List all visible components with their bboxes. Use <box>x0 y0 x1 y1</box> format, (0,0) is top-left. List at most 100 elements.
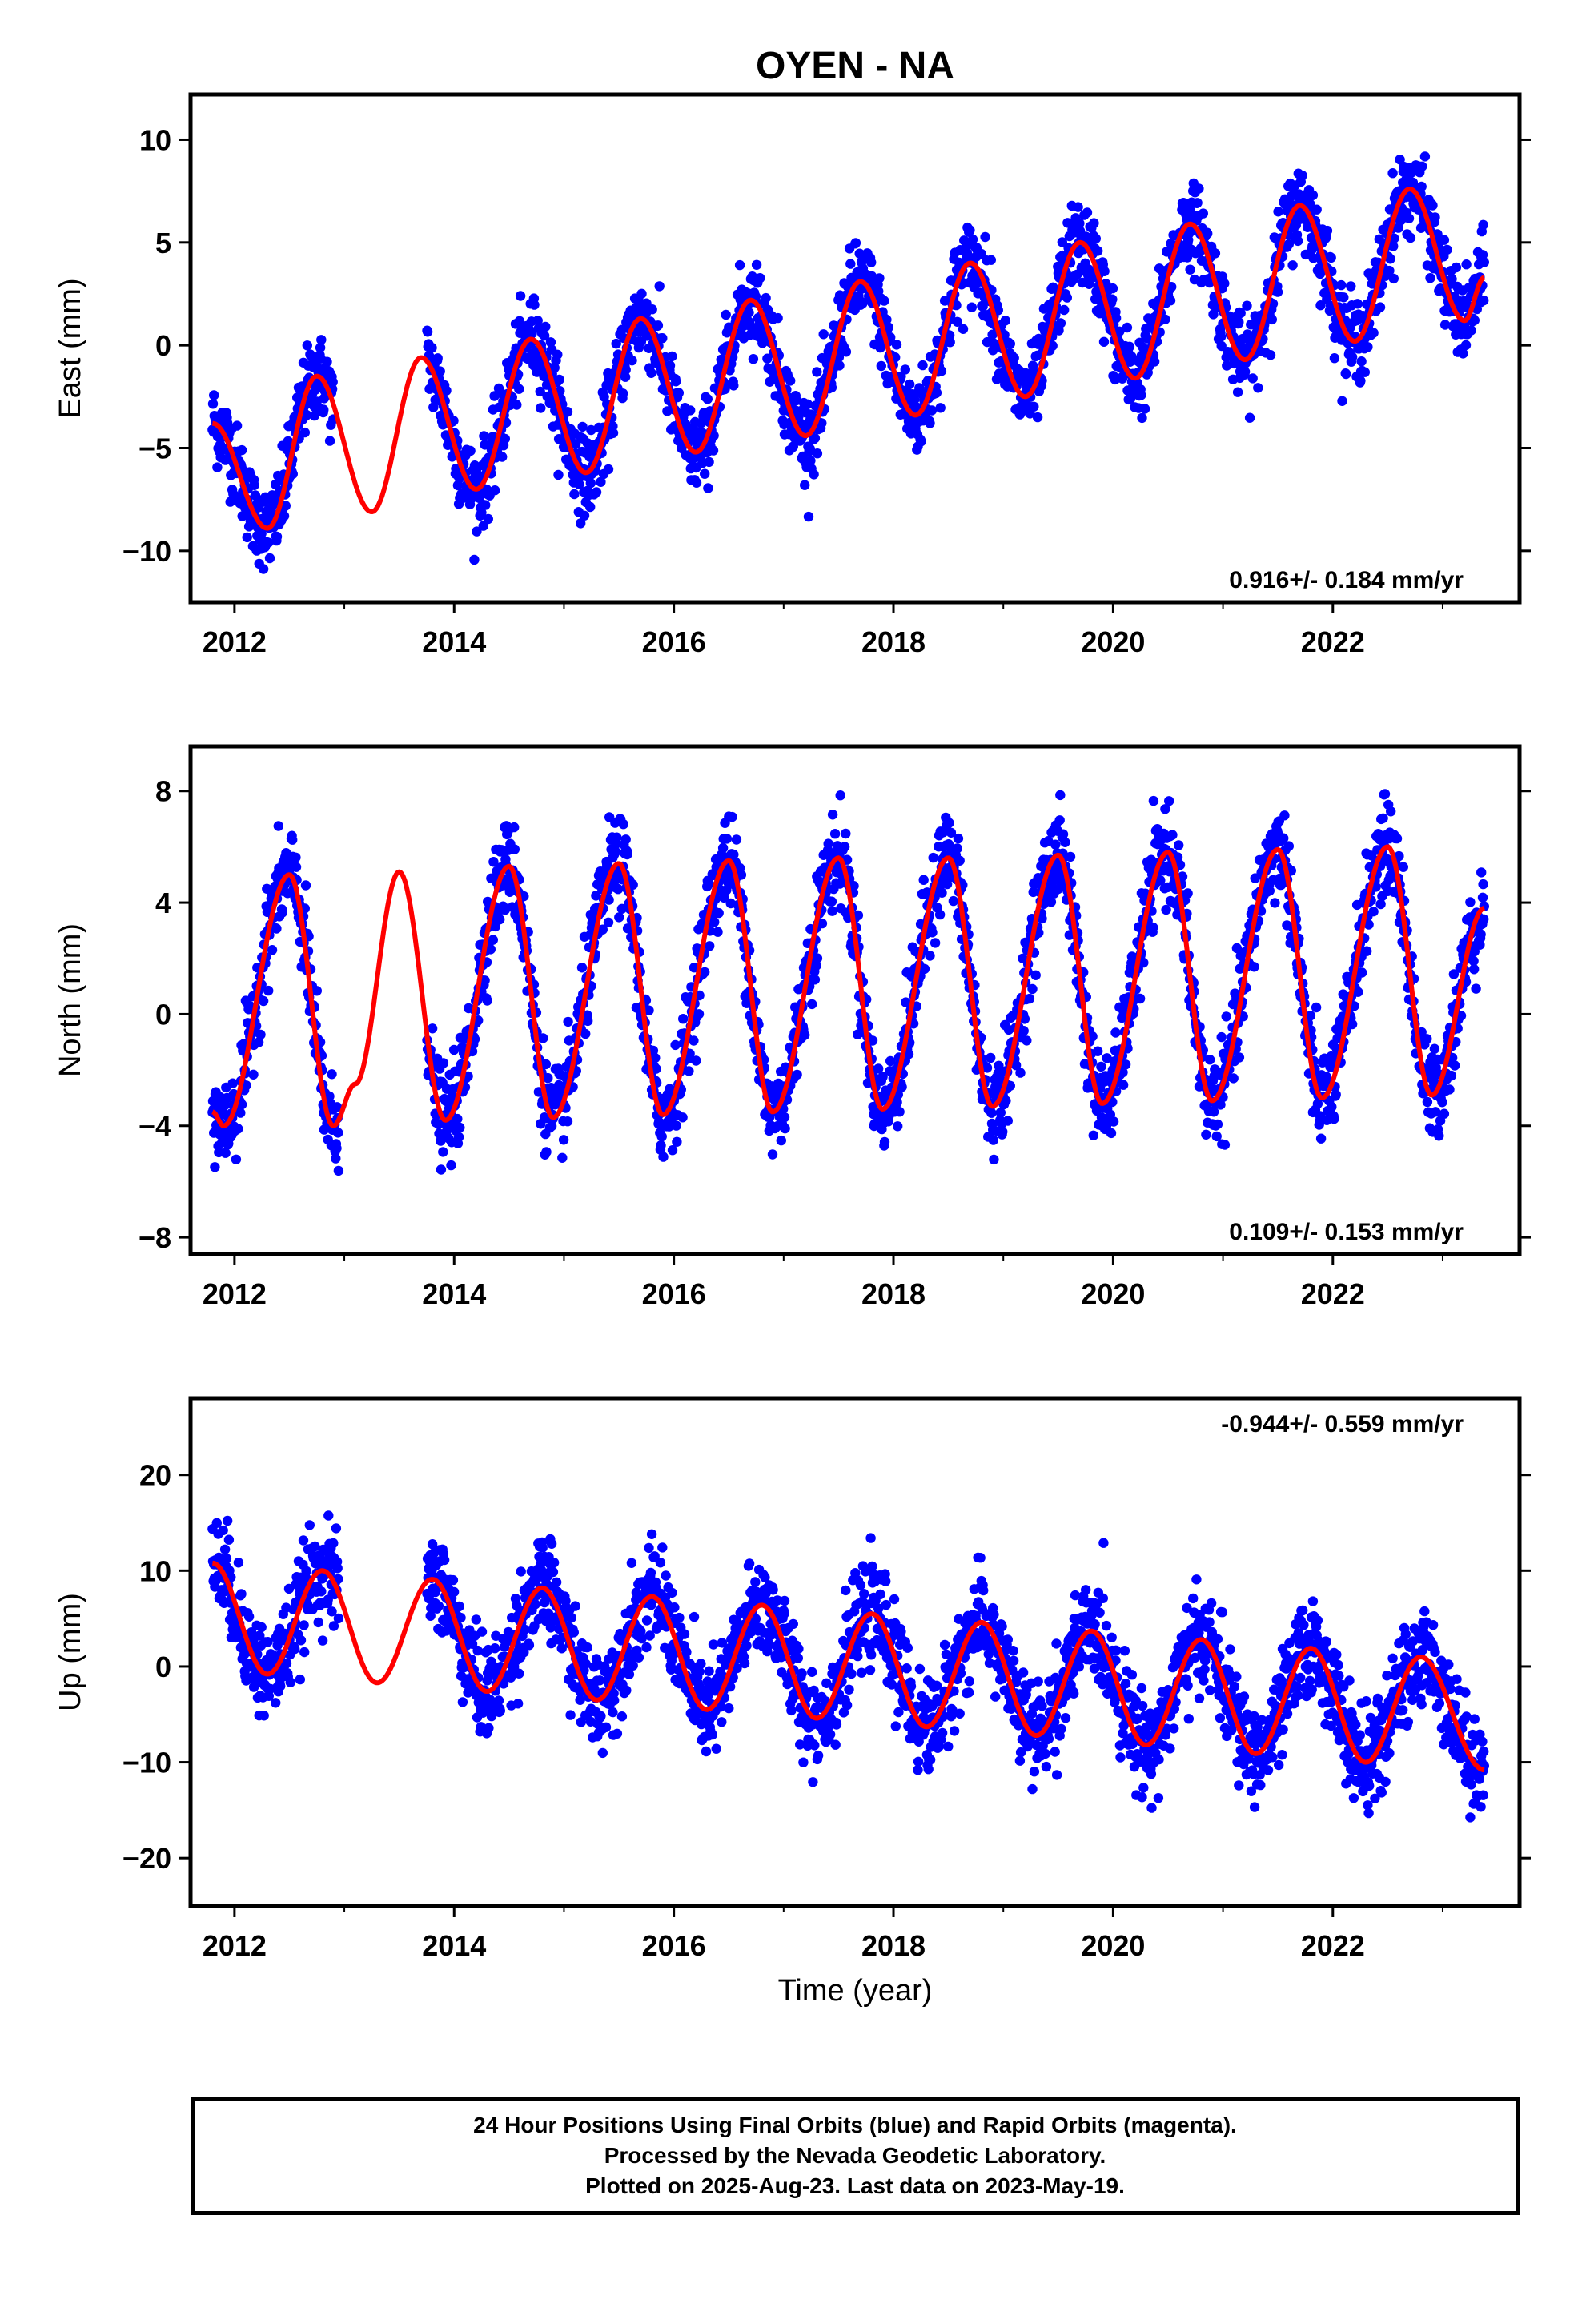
north-point <box>835 790 845 801</box>
north-point <box>658 1152 669 1162</box>
north-point <box>1234 1052 1245 1063</box>
north-point <box>541 1147 552 1157</box>
north-point <box>1055 790 1066 801</box>
north-point <box>988 1135 999 1145</box>
east-point <box>545 337 556 348</box>
north-point <box>1148 795 1159 806</box>
east-point <box>209 390 219 400</box>
east-point <box>936 366 947 376</box>
north-point <box>612 832 622 842</box>
north-point <box>700 967 710 978</box>
east-point <box>515 291 526 301</box>
east-point <box>263 537 274 548</box>
north-point <box>485 944 496 955</box>
north-point <box>1398 862 1409 872</box>
north-point <box>603 917 614 928</box>
east-point <box>1297 170 1307 181</box>
east-point <box>1355 376 1366 386</box>
north-point <box>1468 955 1479 967</box>
north-point <box>1456 1011 1467 1021</box>
east-point <box>1089 218 1099 228</box>
east-point <box>1215 332 1227 342</box>
east-point <box>1419 151 1431 162</box>
east-point <box>279 511 290 521</box>
east-point <box>1074 218 1085 229</box>
north-point <box>1422 1096 1433 1108</box>
north-point <box>776 1135 786 1146</box>
north-point <box>1167 830 1178 840</box>
north-point <box>892 1097 902 1108</box>
east-point <box>1384 265 1395 276</box>
north-point <box>800 1030 810 1040</box>
east-point <box>883 322 894 332</box>
north-point <box>946 827 957 838</box>
east-point <box>1329 353 1340 364</box>
east-point <box>805 456 816 466</box>
east-x-tick-label: 2018 <box>861 625 926 658</box>
east-point <box>571 439 581 449</box>
east-point <box>914 383 925 393</box>
east-point <box>611 338 621 349</box>
east-point <box>1287 260 1298 271</box>
east-point <box>958 324 969 334</box>
east-point <box>1393 223 1404 233</box>
east-point <box>647 304 657 315</box>
east-point <box>1427 200 1438 211</box>
north-point <box>849 881 859 891</box>
north-point <box>812 953 823 963</box>
north-point <box>1205 1055 1215 1065</box>
north-point <box>482 995 492 1006</box>
north-point <box>1201 1129 1211 1140</box>
east-point <box>1210 248 1221 259</box>
north-point <box>236 1099 247 1110</box>
east-point <box>978 301 988 312</box>
east-point <box>755 273 765 283</box>
north-point <box>693 1009 705 1019</box>
east-point <box>802 399 813 409</box>
north-point <box>1279 810 1290 821</box>
north-point <box>233 1124 243 1134</box>
north-point <box>986 1052 996 1063</box>
east-model-curve <box>212 187 1486 531</box>
north-point <box>1315 1133 1327 1144</box>
east-point <box>1469 315 1480 326</box>
east-point <box>249 480 259 490</box>
east-point <box>472 526 482 537</box>
north-point <box>792 1069 802 1080</box>
east-point <box>800 480 810 490</box>
north-point <box>557 1152 568 1164</box>
north-point <box>210 1162 220 1172</box>
east-point <box>1216 340 1227 352</box>
east-point <box>1432 229 1443 239</box>
east-point <box>327 376 338 388</box>
east-point <box>1363 342 1373 352</box>
east-point <box>841 347 852 357</box>
north-point <box>823 838 833 849</box>
north-point <box>1430 1107 1441 1117</box>
north-point <box>558 1135 569 1145</box>
east-point <box>1235 308 1246 319</box>
north-point <box>989 1154 999 1165</box>
north-point <box>1108 1116 1119 1127</box>
east-point <box>935 403 946 413</box>
north-point <box>893 1121 903 1132</box>
north-point <box>597 924 608 935</box>
north-point <box>894 1107 905 1117</box>
east-point <box>1347 352 1358 362</box>
north-point <box>713 907 724 919</box>
north-point <box>817 918 828 929</box>
east-point <box>1192 198 1203 208</box>
east-x-tick-label: 2020 <box>1081 625 1145 658</box>
east-point <box>489 391 500 401</box>
north-point <box>930 938 941 948</box>
east-point <box>1239 366 1251 377</box>
east-point <box>850 238 861 248</box>
east-point <box>1336 279 1347 291</box>
east-point <box>1283 239 1295 250</box>
north-point <box>1177 871 1188 882</box>
east-point <box>553 469 564 480</box>
north-point <box>685 1048 695 1059</box>
east-point <box>1009 352 1019 364</box>
east-point <box>1326 252 1336 263</box>
